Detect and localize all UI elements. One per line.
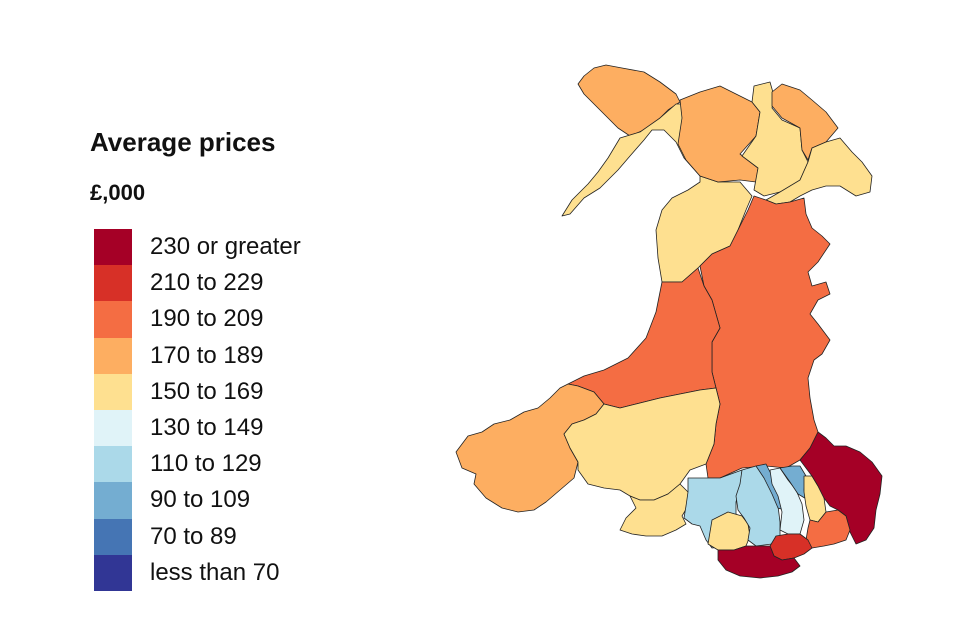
legend: 230 or greater 210 to 229 190 to 209 170… [94,229,301,591]
legend-swatch [94,518,132,555]
region-conwy [677,85,761,183]
legend-swatch [94,409,132,447]
legend-label: 170 to 189 [150,341,264,369]
legend-item: 190 to 209 [94,301,263,338]
legend-label: 70 to 89 [150,522,237,550]
legend-label: 190 to 209 [150,305,264,333]
legend-label: 130 to 149 [150,414,264,442]
legend-subtitle: £,000 [90,180,146,205]
legend-item: less than 70 [94,554,279,591]
legend-item: 90 to 109 [94,482,250,519]
region-vale-of-glamorgan [717,545,801,579]
legend-swatch [94,337,132,374]
legend-swatch [94,446,132,483]
legend-label: 150 to 169 [150,377,264,405]
legend-item: 230 or greater [94,229,301,266]
legend-swatch [94,301,132,338]
legend-item: 70 to 89 [94,518,237,555]
region-cardiff [769,533,813,561]
legend-label: 230 or greater [150,233,301,261]
legend-swatch [94,554,132,591]
legend-item: 130 to 149 [94,409,263,447]
legend-item: 150 to 169 [94,373,263,410]
legend-label: 90 to 109 [150,486,251,514]
legend-swatch [94,373,132,410]
legend-swatch [94,229,132,266]
legend-label: less than 70 [150,558,280,586]
legend-item: 170 to 189 [94,337,263,374]
legend-swatch [94,265,132,302]
legend-label: 110 to 129 [150,450,262,478]
legend-item: 110 to 129 [94,446,262,483]
legend-swatch [94,482,132,519]
wales-map [455,64,883,579]
legend-item: 210 to 229 [94,265,263,302]
legend-label: 210 to 229 [150,269,264,297]
region-monmouthshire [799,431,883,545]
legend-title: Average prices [90,127,276,157]
region-ceredigion [567,267,721,409]
region-swansea [619,483,689,537]
